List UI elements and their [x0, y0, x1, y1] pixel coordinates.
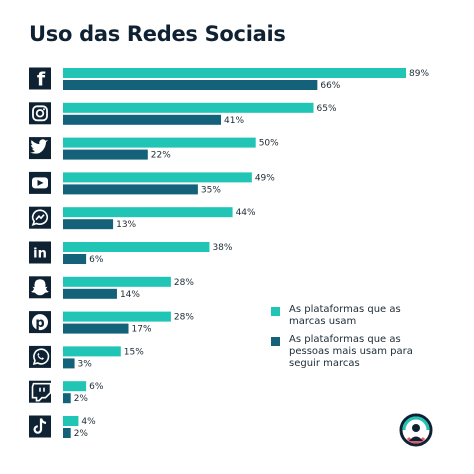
youtube-icon: [29, 171, 51, 194]
brand-logo: [399, 413, 433, 447]
bar-brands-facebook: [63, 68, 406, 78]
bar-brands-whatsapp: [63, 346, 121, 357]
bar-people-twitch: [63, 393, 71, 404]
bar-people-facebook: [63, 80, 318, 90]
snapchat-icon: [29, 276, 51, 299]
bar-brands-youtube: [63, 172, 252, 183]
value-label-people: 66%: [320, 81, 340, 91]
value-label-people: 22%: [151, 151, 171, 161]
value-label-people: 6%: [89, 255, 104, 265]
legend-item-people: As plataformas que as pessoas mais usam …: [271, 334, 419, 370]
value-label-people: 17%: [132, 325, 152, 335]
linkedin-icon: in: [29, 241, 51, 264]
bar-people-twitter: [63, 149, 148, 160]
facebook-icon: f: [29, 67, 51, 91]
value-label-brands: 38%: [212, 243, 232, 253]
value-label-brands: 28%: [174, 278, 194, 288]
svg-text:in: in: [33, 247, 47, 262]
bar-people-messenger: [63, 219, 114, 230]
bar-brands-instagram: [63, 102, 314, 113]
twitch-icon: [29, 380, 52, 403]
value-label-brands: 44%: [236, 208, 256, 218]
value-label-brands: 89%: [409, 69, 429, 79]
bar-brands-linkedin: [63, 242, 210, 252]
value-label-people: 41%: [224, 116, 244, 126]
value-label-people: 14%: [120, 290, 140, 300]
bar-people-pinterest: [63, 323, 129, 334]
bar-people-instagram: [63, 114, 222, 125]
bar-brands-twitter: [63, 137, 256, 148]
legend-item-brands: As plataformas que as marcas usam: [271, 304, 419, 328]
legend-swatch-people: [271, 337, 280, 346]
legend-swatch-brands: [271, 307, 280, 316]
value-label-brands: 4%: [81, 417, 96, 427]
bar-people-youtube: [63, 184, 198, 195]
value-label-people: 2%: [74, 394, 89, 404]
legend-label-people: As plataformas que as pessoas mais usam …: [289, 334, 413, 369]
value-label-people: 2%: [74, 429, 89, 439]
value-label-brands: 50%: [259, 139, 279, 149]
svg-text:f: f: [37, 69, 46, 91]
bar-brands-messenger: [63, 207, 233, 218]
bar-brands-twitch: [63, 381, 87, 392]
bar-brands-tiktok: [63, 416, 79, 426]
legend-label-brands: As plataformas que as marcas usam: [289, 304, 401, 327]
whatsapp-icon: [29, 345, 51, 368]
value-label-brands: 6%: [89, 382, 104, 392]
value-label-people: 13%: [116, 220, 136, 230]
bar-people-snapchat: [63, 288, 117, 299]
value-label-brands: 49%: [255, 173, 275, 183]
twitter-icon: [29, 137, 51, 160]
value-label-people: 3%: [78, 359, 93, 369]
svg-text:p: p: [35, 316, 44, 331]
bar-brands-pinterest: [63, 311, 171, 322]
bar-people-whatsapp: [63, 358, 75, 369]
value-label-people: 35%: [201, 185, 221, 195]
chart-title: Uso das Redes Sociais: [29, 22, 286, 46]
value-label-brands: 15%: [124, 347, 144, 357]
bar-people-linkedin: [63, 254, 87, 264]
bar-people-tiktok: [63, 428, 71, 438]
instagram-icon: [29, 102, 51, 125]
value-label-brands: 65%: [317, 104, 337, 114]
pinterest-icon: p: [29, 311, 51, 334]
bar-brands-snapchat: [63, 276, 171, 287]
messenger-icon: [29, 206, 51, 229]
tiktok-icon: [29, 415, 51, 438]
value-label-brands: 28%: [174, 313, 194, 323]
